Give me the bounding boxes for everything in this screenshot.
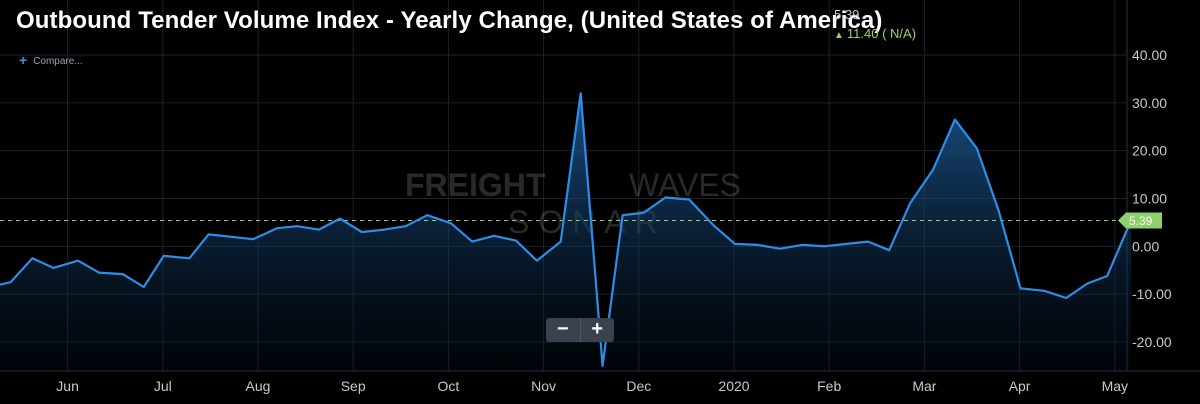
x-tick-label: Dec xyxy=(626,378,651,394)
data-point xyxy=(779,248,781,250)
x-tick-label: Jun xyxy=(56,378,79,394)
data-point xyxy=(560,241,562,243)
data-point xyxy=(643,212,645,214)
data-point xyxy=(405,225,407,227)
data-point xyxy=(230,236,232,238)
data-point xyxy=(998,209,1000,212)
x-tick-label: 2020 xyxy=(718,378,749,394)
y-tick-label: 30.00 xyxy=(1132,95,1167,111)
x-tick-label: Nov xyxy=(531,378,556,394)
plus-icon: + xyxy=(19,52,28,68)
data-point xyxy=(536,260,538,262)
y-tick-label: -10.00 xyxy=(1132,286,1172,302)
x-tick-label: Oct xyxy=(438,378,460,394)
series-area xyxy=(0,93,1131,372)
compare-button[interactable]: + Compare... xyxy=(19,52,83,68)
data-point xyxy=(712,224,714,226)
data-point xyxy=(909,202,911,204)
last-value-badge-text: 5.39 xyxy=(1129,214,1153,228)
data-point xyxy=(664,196,667,199)
data-point xyxy=(296,225,298,227)
x-tick-label: Mar xyxy=(912,378,936,394)
data-point xyxy=(0,284,1,286)
data-point xyxy=(1019,287,1022,289)
y-tick-label: 20.00 xyxy=(1132,143,1167,159)
y-tick-label: -20.00 xyxy=(1132,334,1172,350)
watermark-brand-b: WAVES xyxy=(629,167,741,203)
data-point xyxy=(77,260,79,262)
data-point xyxy=(1106,275,1108,277)
zoom-controls: − + xyxy=(546,318,614,342)
data-point xyxy=(426,214,428,216)
data-point xyxy=(276,227,278,229)
data-point xyxy=(31,257,33,259)
data-point xyxy=(143,286,145,288)
zoom-out-button[interactable]: − xyxy=(556,318,569,340)
y-tick-label: 40.00 xyxy=(1132,47,1167,63)
data-point xyxy=(1086,283,1088,285)
data-point xyxy=(888,249,890,251)
data-point xyxy=(515,240,517,242)
data-point xyxy=(122,273,124,275)
watermark-brand-a: FREIGHT xyxy=(405,167,546,203)
zoom-in-button[interactable]: + xyxy=(591,318,604,340)
x-tick-label: May xyxy=(1102,378,1128,394)
data-point xyxy=(450,222,452,224)
data-point xyxy=(9,281,12,283)
data-point xyxy=(252,238,254,240)
header-change: ▲ 11.40 ( N/A) xyxy=(834,26,916,41)
compare-label: Compare... xyxy=(33,56,83,67)
data-point xyxy=(688,198,690,201)
data-point xyxy=(339,218,341,220)
x-tick-label: Sep xyxy=(341,378,366,394)
x-tick-label: Jul xyxy=(154,378,172,394)
data-point xyxy=(734,243,736,245)
last-value-badge: 5.39 xyxy=(1118,212,1162,229)
data-point xyxy=(622,214,624,216)
y-tick-label: 10.00 xyxy=(1132,191,1167,207)
up-arrow-icon: ▲ xyxy=(834,30,844,41)
data-point xyxy=(98,272,100,274)
data-point xyxy=(1043,290,1045,292)
y-axis: 40.00 30.00 20.00 10.00 0.00 -10.00 -20.00 xyxy=(1132,47,1172,350)
data-point xyxy=(384,229,386,231)
chart-title: Outbound Tender Volume Index - Yearly Ch… xyxy=(16,7,883,34)
data-point xyxy=(1065,297,1067,299)
x-tick-label: Apr xyxy=(1009,378,1031,394)
data-point xyxy=(361,231,363,233)
x-tick-label: Feb xyxy=(817,378,841,394)
x-axis: Jun Jul Aug Sep Oct Nov Dec 2020 Feb Mar Apr May xyxy=(56,378,1128,394)
last-value-badge-shape xyxy=(1118,212,1162,229)
data-point xyxy=(867,241,869,243)
data-point xyxy=(163,255,165,257)
series-points xyxy=(0,92,1132,367)
data-point xyxy=(823,245,826,247)
data-point xyxy=(976,147,978,149)
zoom-divider xyxy=(579,318,581,342)
data-point xyxy=(493,235,495,237)
y-tick-label: 0.00 xyxy=(1132,238,1159,254)
data-point xyxy=(580,92,582,94)
data-point xyxy=(932,169,934,171)
header-last-value: 5.39 xyxy=(834,7,860,22)
data-point xyxy=(954,119,956,121)
x-tick-label: Aug xyxy=(246,378,271,394)
data-point xyxy=(801,244,804,246)
data-point xyxy=(188,257,190,259)
data-point xyxy=(471,241,473,243)
header-change-text: 11.40 ( N/A) xyxy=(846,26,917,41)
data-point xyxy=(845,243,847,245)
data-point xyxy=(602,365,604,367)
data-point xyxy=(207,233,210,235)
data-point xyxy=(52,267,54,269)
data-point xyxy=(757,244,759,246)
data-point xyxy=(318,229,320,231)
